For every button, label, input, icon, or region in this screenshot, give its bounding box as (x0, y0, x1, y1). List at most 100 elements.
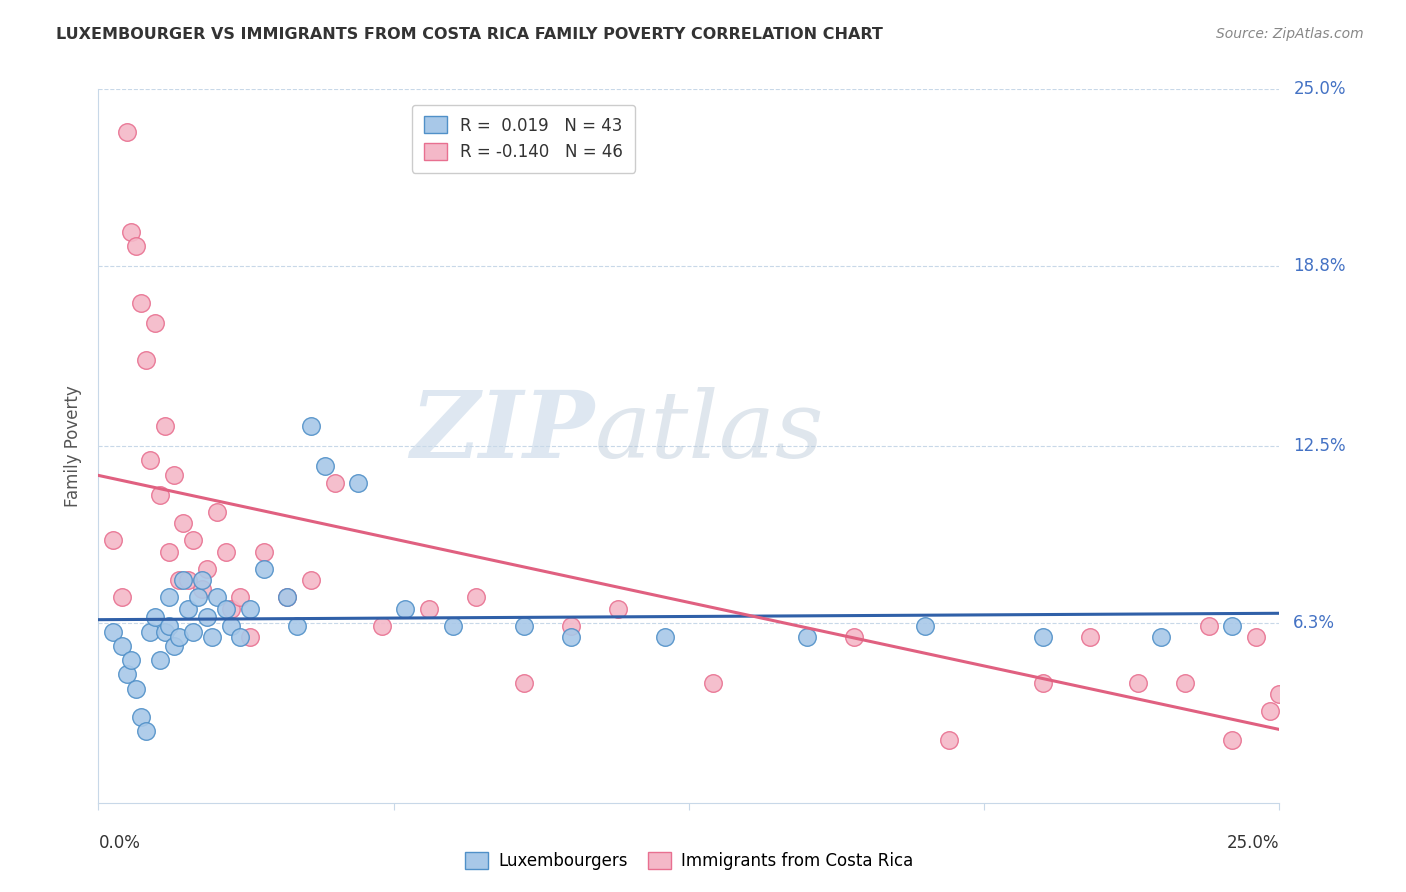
Point (938, 733, 960, 747)
Text: 25.0%: 25.0% (1227, 834, 1279, 852)
Point (163, 639, 186, 653)
Point (276, 591, 298, 605)
Point (285, 619, 308, 633)
Point (101, 624, 124, 639)
Point (418, 601, 440, 615)
Point (560, 619, 582, 633)
Point (1198, 619, 1220, 633)
Point (201, 630, 224, 644)
Point (149, 487, 172, 501)
Text: LUXEMBOURGER VS IMMIGRANTS FROM COSTA RICA FAMILY POVERTY CORRELATION CHART: LUXEMBOURGER VS IMMIGRANTS FROM COSTA RI… (56, 27, 883, 42)
Point (187, 591, 209, 605)
Point (1220, 733, 1243, 747)
Point (323, 476, 346, 491)
Point (1032, 630, 1054, 644)
Point (314, 458, 336, 473)
Point (844, 630, 866, 644)
Point (129, 710, 152, 724)
Point (115, 125, 138, 139)
Point (1268, 687, 1291, 701)
Point (111, 591, 134, 605)
Text: 0.0%: 0.0% (98, 834, 141, 852)
Point (157, 591, 180, 605)
Point (215, 601, 238, 615)
Point (1258, 705, 1281, 719)
Text: 6.3%: 6.3% (1294, 614, 1336, 632)
Point (191, 582, 214, 596)
Point (1032, 676, 1054, 690)
Point (181, 624, 204, 639)
Point (1244, 630, 1267, 644)
Point (167, 573, 190, 587)
Point (394, 601, 416, 615)
Text: 25.0%: 25.0% (1294, 80, 1346, 98)
Point (239, 630, 262, 644)
Point (347, 476, 370, 491)
Point (1126, 676, 1149, 690)
Point (219, 619, 242, 633)
Point (111, 639, 134, 653)
Point (796, 630, 818, 644)
Point (914, 619, 936, 633)
Point (157, 544, 180, 558)
Point (195, 562, 218, 576)
Point (229, 591, 252, 605)
Point (219, 601, 242, 615)
Point (191, 573, 214, 587)
Text: 12.5%: 12.5% (1294, 437, 1346, 455)
Point (560, 630, 582, 644)
Point (512, 619, 534, 633)
Point (153, 419, 176, 434)
Point (239, 601, 262, 615)
Point (101, 533, 124, 548)
Point (129, 296, 152, 310)
Point (167, 630, 190, 644)
Y-axis label: Family Poverty: Family Poverty (65, 385, 83, 507)
Point (1220, 619, 1243, 633)
Text: Source: ZipAtlas.com: Source: ZipAtlas.com (1216, 27, 1364, 41)
Point (276, 591, 298, 605)
Point (172, 516, 194, 530)
Point (172, 573, 194, 587)
Point (371, 619, 394, 633)
Point (299, 573, 322, 587)
Point (115, 667, 138, 681)
Point (253, 562, 276, 576)
Point (607, 601, 630, 615)
Point (125, 681, 148, 696)
Point (157, 619, 180, 633)
Point (163, 467, 186, 482)
Point (465, 591, 488, 605)
Point (125, 239, 148, 253)
Point (702, 676, 724, 690)
Point (1150, 630, 1173, 644)
Point (143, 316, 166, 330)
Point (215, 544, 238, 558)
Point (177, 573, 200, 587)
Point (139, 453, 162, 467)
Point (143, 610, 166, 624)
Point (121, 225, 143, 239)
Point (181, 533, 204, 548)
Point (139, 624, 162, 639)
Text: atlas: atlas (595, 387, 824, 476)
Point (121, 653, 143, 667)
Point (512, 676, 534, 690)
Legend: Luxembourgers, Immigrants from Costa Rica: Luxembourgers, Immigrants from Costa Ric… (458, 845, 920, 877)
Point (195, 610, 218, 624)
Point (205, 505, 228, 519)
Text: ZIP: ZIP (411, 387, 595, 476)
Point (135, 353, 157, 368)
Text: 18.8%: 18.8% (1294, 257, 1346, 275)
Point (654, 630, 676, 644)
Point (177, 601, 200, 615)
Point (253, 544, 276, 558)
Point (1174, 676, 1197, 690)
Point (441, 619, 464, 633)
Point (153, 624, 176, 639)
Point (135, 724, 157, 739)
Point (1080, 630, 1102, 644)
Point (205, 591, 228, 605)
Point (229, 630, 252, 644)
Point (299, 419, 322, 434)
